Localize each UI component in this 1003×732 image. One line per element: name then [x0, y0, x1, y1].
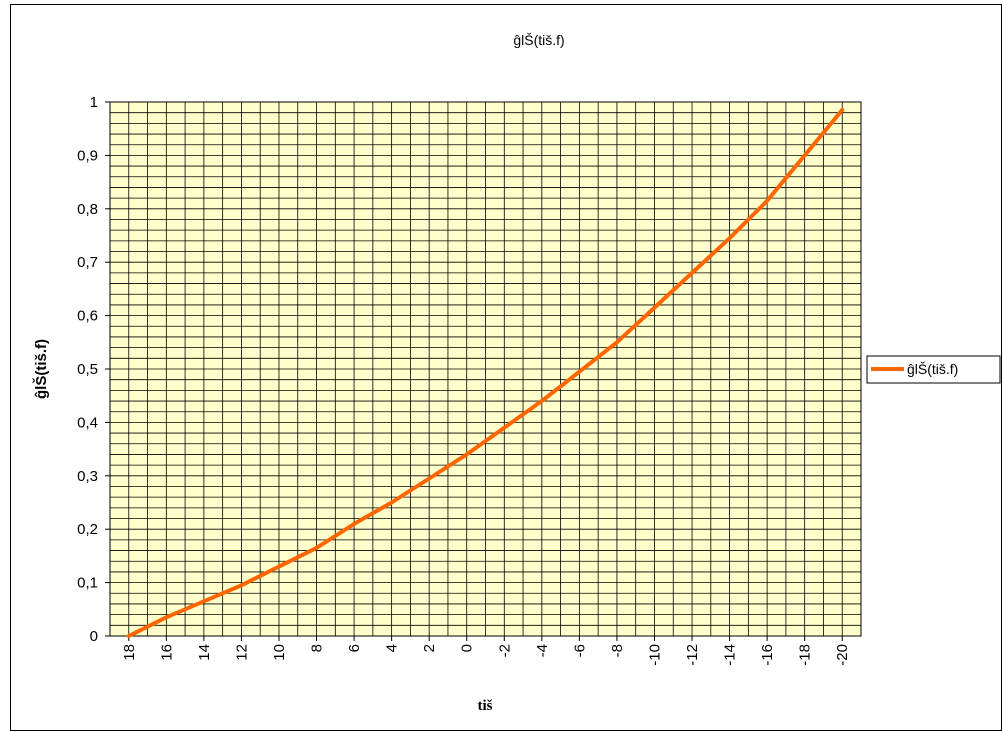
y-tick-label: 0 — [90, 628, 98, 645]
y-tick-label: 1 — [90, 94, 98, 111]
y-axis-label: ĝlŠ(tiš.f) — [32, 339, 50, 399]
x-axis-ticks: 18 16 14 12 10 8 6 4 2 0 -2 -4 -6 -8 -10 -12 -14 -16 -18 -2… — [121, 636, 851, 666]
x-tick-label: -8 — [609, 644, 626, 657]
y-axis-ticks: 0 0,1 0,2 0,3 0,4 0,5 0,6 0,7 0,8 0,9 1 — [77, 94, 110, 645]
y-tick-label: 0,1 — [77, 575, 98, 592]
x-tick-label: 0 — [459, 644, 476, 652]
x-tick-label: 12 — [233, 644, 250, 661]
x-tick-label: 10 — [271, 644, 288, 661]
x-axis-label: tiš — [478, 698, 493, 714]
chart-title: ĝlŠ(tiš.f) — [513, 32, 564, 48]
chart-frame: ĝlŠ(tiš.f) 0 0,1 0,2 0,3 0,4 0,5 0,6 0,7 0,8 0,9 1… — [10, 4, 1002, 731]
legend: ĝlŠ(tiš.f) — [866, 355, 1001, 384]
x-tick-label: 8 — [309, 644, 326, 652]
x-tick-label: -20 — [834, 644, 851, 666]
y-tick-label: 0,2 — [77, 521, 98, 538]
y-tick-label: 0,6 — [77, 308, 98, 325]
series-line — [126, 108, 845, 638]
y-tick-label: 0,5 — [77, 361, 98, 378]
x-tick-label: 16 — [158, 644, 175, 661]
x-tick-label: -12 — [684, 644, 701, 666]
y-tick-label: 0,7 — [77, 254, 98, 271]
legend-entry: ĝlŠ(tiš.f) — [907, 361, 958, 377]
x-tick-label: -6 — [571, 644, 588, 657]
grid-lines — [110, 102, 861, 636]
line-chart: ĝlŠ(tiš.f) 0 0,1 0,2 0,3 0,4 0,5 0,6 0,7 0,8 0,9 1… — [32, 32, 1001, 714]
x-tick-label: -4 — [534, 644, 551, 657]
x-tick-label: 4 — [384, 644, 401, 652]
x-tick-label: 2 — [421, 644, 438, 652]
x-tick-label: 18 — [121, 644, 138, 661]
x-tick-label: -10 — [646, 644, 663, 666]
x-tick-label: 14 — [196, 644, 213, 661]
x-tick-label: -14 — [722, 644, 739, 666]
y-tick-label: 0,3 — [77, 468, 98, 485]
series-group — [126, 108, 845, 638]
y-tick-label: 0,8 — [77, 201, 98, 218]
x-tick-label: 6 — [346, 644, 363, 652]
x-tick-label: -18 — [797, 644, 814, 666]
x-tick-label: -16 — [759, 644, 776, 666]
x-tick-label: -2 — [496, 644, 513, 657]
y-tick-label: 0,9 — [77, 147, 98, 164]
y-tick-label: 0,4 — [77, 414, 98, 431]
